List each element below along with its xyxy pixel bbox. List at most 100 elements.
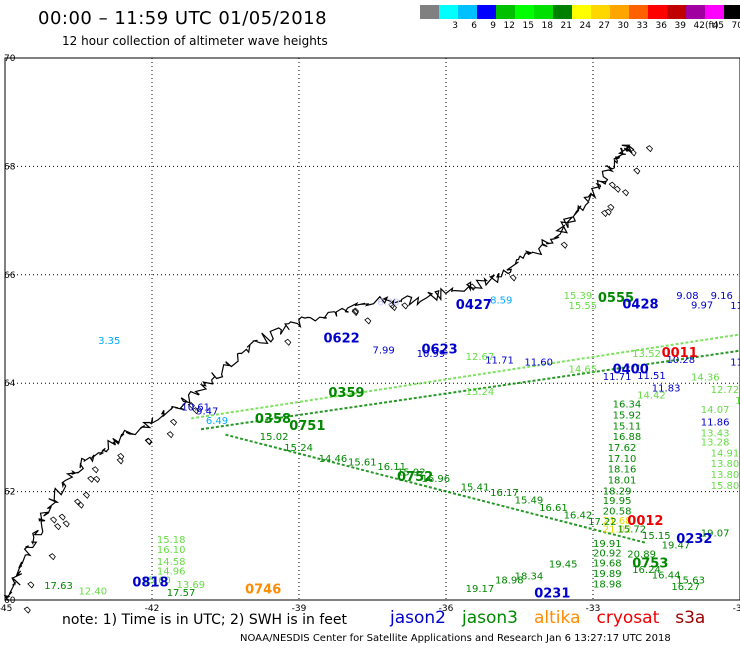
lon-tick-label: -33	[586, 604, 601, 614]
colorbar-label: 12	[503, 21, 515, 31]
wave-height-value: 14.65	[569, 364, 598, 375]
lon-tick-label: -42	[145, 604, 160, 614]
pass-time-label: 0555	[598, 291, 634, 306]
lon-tick-label: -36	[439, 604, 454, 614]
coastal-island	[645, 145, 653, 153]
wave-height-value: 10.28	[667, 355, 696, 366]
wave-height-value: 16.17	[490, 488, 519, 499]
coastal-island	[166, 431, 174, 439]
wave-height-value: 15.92	[397, 467, 426, 478]
coastal-island	[351, 308, 359, 317]
satellite-legend-jason3: jason3	[462, 608, 518, 628]
wave-height-value: 20.89	[627, 550, 656, 561]
colorbar-swatch: 12	[496, 5, 515, 31]
coastal-island	[468, 283, 476, 291]
wave-height-value: 11.86	[701, 417, 730, 428]
pass-time-label: 0751	[289, 419, 325, 434]
wave-height-value: 11.69	[730, 357, 740, 368]
wave-height-value: 15.24	[466, 387, 495, 398]
coastal-island	[621, 189, 630, 197]
coastal-island	[509, 274, 517, 282]
coastal-island	[633, 167, 641, 175]
pass-time-label: 0622	[324, 332, 360, 347]
pass-time-label: 0752	[397, 470, 433, 485]
pass-time-label: 0428	[622, 297, 658, 312]
page-title: 00:00 – 11:59 UTC 01/05/2018	[38, 8, 328, 29]
coastal-island	[191, 407, 200, 415]
satellite-legend-s3a: s3a	[675, 608, 706, 628]
wave-height-value: 11.71	[603, 372, 632, 383]
colorbar-swatch: 42	[686, 5, 705, 31]
coastal-island	[93, 475, 101, 483]
wave-height-value: 19.17	[466, 584, 495, 595]
wave-height-value: 16.61	[539, 503, 568, 514]
wave-height-value: 12.40	[79, 587, 108, 598]
wave-height-value: 16.44	[652, 570, 681, 581]
wave-height-value: 13.80	[711, 459, 740, 470]
lat-tick-label: 62	[4, 488, 15, 498]
wave-height-value: 15.15	[642, 531, 671, 542]
coastal-island	[145, 438, 153, 446]
lat-tick-label: 68	[4, 162, 16, 172]
wave-height-value: 18.34	[515, 571, 544, 582]
colorbar-swatch: 33	[629, 5, 648, 31]
wave-height-value: 9.47	[196, 407, 218, 418]
wave-height-value: 3.35	[98, 336, 120, 347]
wave-height-value: 19.47	[662, 541, 691, 552]
coastal-island	[284, 338, 292, 346]
pass-time-label: 0231	[534, 586, 570, 601]
wave-height-value: 6.49	[206, 416, 228, 427]
coastal-island	[48, 553, 56, 561]
colorbar-swatch: 30	[610, 5, 629, 31]
pass-time-label: 0359	[328, 386, 364, 401]
colorbar-swatch: 9	[477, 5, 496, 31]
wave-height-value: 16.42	[564, 511, 593, 522]
wave-height-value: 21.02	[603, 524, 632, 535]
wave-height-value: 18.98	[593, 580, 622, 591]
wave-height-value: 16.96	[422, 474, 451, 485]
lat-tick-label: 70	[4, 54, 16, 64]
wave-height-value: 19.95	[603, 496, 632, 507]
footnote: note: 1) Time is in UTC; 2) SWH is in fe…	[62, 612, 348, 628]
coastal-island	[27, 581, 35, 589]
wave-height-value: 15.80	[711, 481, 740, 492]
coastal-island	[629, 149, 637, 157]
wave-height-value: 14.42	[637, 390, 666, 401]
wave-height-value: 16.27	[671, 582, 700, 593]
coastal-island	[169, 418, 178, 426]
wave-height-value: 15.92	[613, 410, 642, 421]
wave-height-value: 14.96	[157, 567, 186, 578]
wave-height-value: 18.16	[608, 465, 637, 476]
satellite-tracks	[191, 333, 740, 545]
lon-tick-label: -39	[292, 604, 307, 614]
lat-tick-label: 64	[4, 379, 16, 389]
coastal-island	[116, 457, 124, 465]
wave-height-value: 17.62	[608, 443, 637, 454]
colorbar-label: 15	[522, 21, 534, 31]
wave-height-value: 13.52	[632, 349, 661, 360]
wave-height-value: 15.49	[515, 496, 544, 507]
wave-height-value: 16.10	[157, 545, 186, 556]
wave-height-value: 19.45	[549, 559, 578, 570]
wave-height-value: 7.99	[373, 345, 395, 356]
wave-height-value: 8.59	[490, 296, 512, 307]
colorbar-label: 33	[636, 21, 648, 31]
wave-height-value: 14.91	[711, 448, 740, 459]
wave-height-value: 20.92	[593, 549, 622, 560]
coastal-island	[600, 209, 609, 218]
coastal-island	[76, 501, 85, 509]
wave-height-value: 13.43	[701, 428, 730, 439]
wave-height-value: 14.07	[701, 405, 730, 416]
pass-time-label: 0427	[456, 298, 492, 313]
page-subtitle: 12 hour collection of altimeter wave hei…	[62, 34, 328, 48]
colorbar-swatch: 36	[648, 5, 667, 31]
wave-height-value: 19.07	[701, 529, 730, 540]
wave-height-value: 15.60	[142, 576, 171, 587]
wave-height-value: 6.20	[377, 298, 399, 309]
coastal-island	[58, 513, 66, 521]
coastal-island	[91, 466, 99, 474]
wave-height-value: 16.88	[613, 432, 642, 443]
colorbar-label: 27	[598, 21, 610, 31]
colorbar-label: 30	[617, 21, 629, 31]
